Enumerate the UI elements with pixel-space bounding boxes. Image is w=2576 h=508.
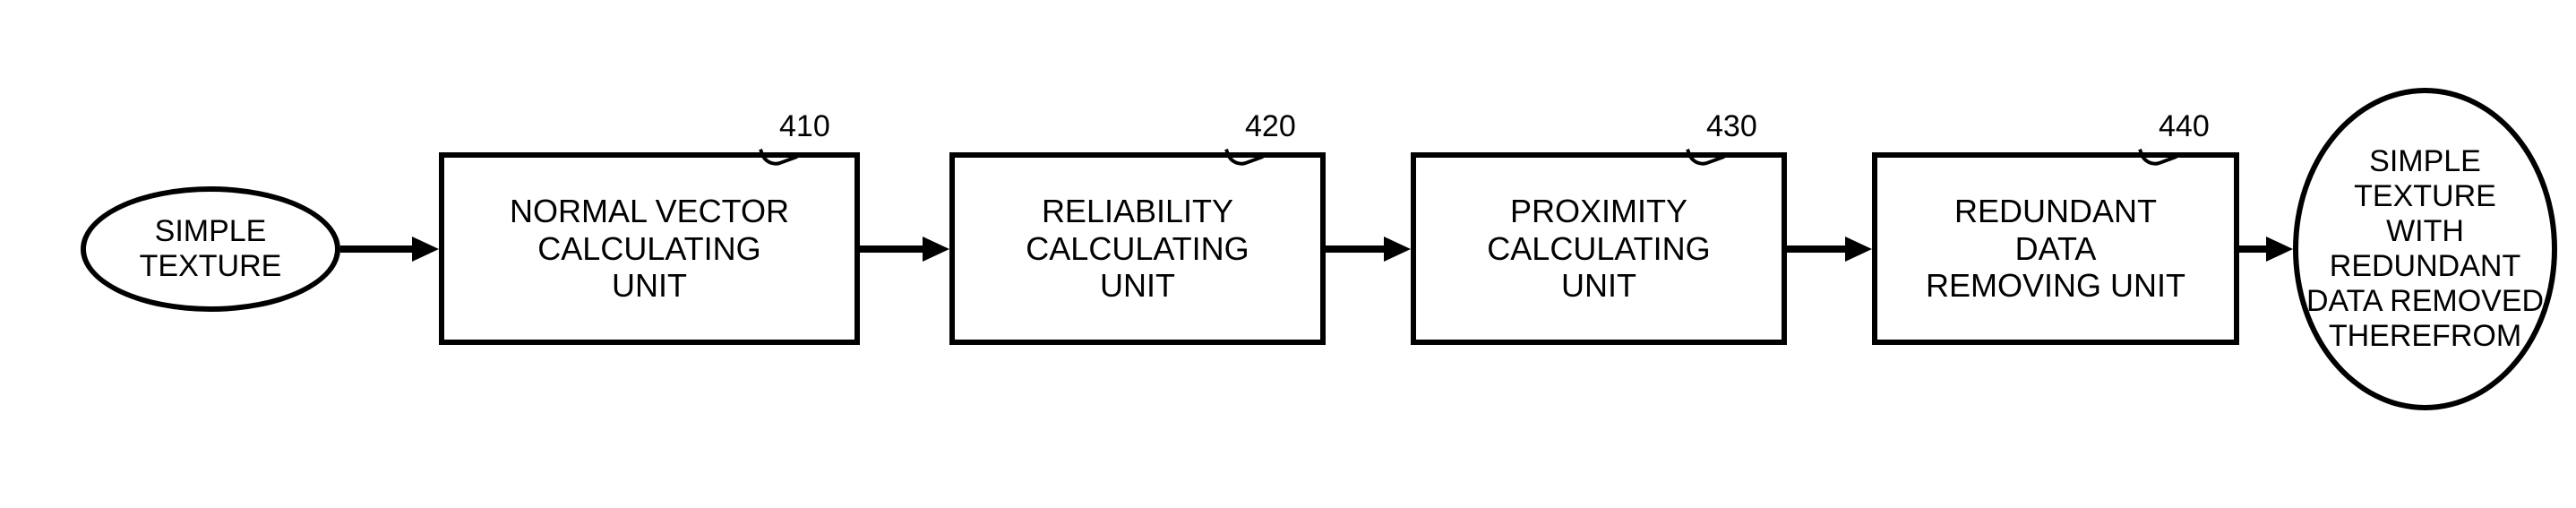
node-n430: PROXIMITYCALCULATINGUNIT bbox=[1411, 152, 1787, 345]
edge-head-3 bbox=[1845, 237, 1872, 262]
edge-line-4 bbox=[2239, 245, 2266, 253]
node-text-input: SIMPLETEXTURE bbox=[140, 214, 282, 284]
node-text-n430: PROXIMITYCALCULATINGUNIT bbox=[1487, 193, 1710, 304]
node-n410: NORMAL VECTORCALCULATINGUNIT bbox=[439, 152, 860, 345]
edge-line-1 bbox=[860, 245, 923, 253]
edge-line-2 bbox=[1326, 245, 1384, 253]
node-n440: REDUNDANTDATAREMOVING UNIT bbox=[1872, 152, 2239, 345]
node-input: SIMPLETEXTURE bbox=[81, 186, 340, 312]
node-n420: RELIABILITYCALCULATINGUNIT bbox=[949, 152, 1326, 345]
edge-line-0 bbox=[340, 245, 412, 253]
flowchart-canvas: SIMPLETEXTURE NORMAL VECTORCALCULATINGUNI… bbox=[0, 0, 2576, 508]
node-text-n440: REDUNDANTDATAREMOVING UNIT bbox=[1926, 193, 2185, 304]
edge-head-1 bbox=[923, 237, 949, 262]
edge-head-4 bbox=[2266, 237, 2293, 262]
node-output: SIMPLE TEXTUREWITH REDUNDANTDATA REMOVED… bbox=[2293, 88, 2557, 410]
node-text-output: SIMPLE TEXTUREWITH REDUNDANTDATA REMOVED… bbox=[2298, 144, 2552, 355]
edge-line-3 bbox=[1787, 245, 1845, 253]
node-text-n420: RELIABILITYCALCULATINGUNIT bbox=[1026, 193, 1249, 304]
edge-head-2 bbox=[1384, 237, 1411, 262]
node-text-n410: NORMAL VECTORCALCULATINGUNIT bbox=[510, 193, 789, 304]
edge-head-0 bbox=[412, 237, 439, 262]
